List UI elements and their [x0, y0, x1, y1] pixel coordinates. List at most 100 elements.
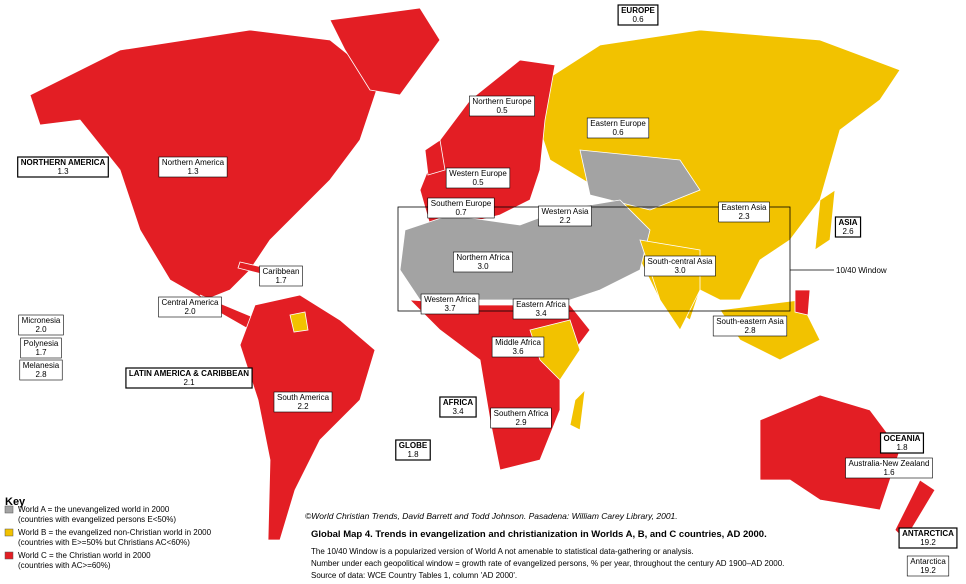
region-box [259, 265, 303, 287]
region-rate: 2.2 [559, 216, 571, 225]
region-rate: 2.3 [738, 212, 750, 221]
region-name: LATIN AMERICA & CARIBBEAN [129, 369, 249, 378]
region-box [158, 296, 222, 318]
region-rate: 0.5 [472, 178, 484, 187]
region-rate: 19.2 [920, 566, 936, 575]
region-box [18, 314, 64, 336]
region-rate: 2.2 [297, 402, 309, 411]
region-box [586, 117, 650, 139]
british-isles [424, 139, 446, 176]
region-name: South-eastern Asia [716, 317, 784, 326]
japan [814, 189, 836, 251]
central-asia [579, 149, 701, 211]
region-rate: 2.0 [184, 307, 196, 316]
key-swatch [4, 551, 14, 560]
key-text: World A = the unevangelized world in 200… [18, 505, 170, 514]
region-box [20, 337, 62, 359]
region-name: Melanesia [23, 361, 60, 370]
region-name: Southern Africa [494, 409, 549, 418]
credit: ©World Christian Trends, David Barrett a… [305, 511, 678, 521]
key-swatch [4, 505, 14, 514]
region-box [469, 95, 535, 117]
map-title: Global Map 4. Trends in evangelization a… [311, 529, 767, 540]
region-rate: 1.3 [57, 167, 69, 176]
region-name: Western Africa [424, 295, 476, 304]
region-box [906, 555, 950, 577]
region-box [19, 359, 63, 381]
region-box [420, 293, 480, 315]
region-rate: 0.6 [632, 15, 644, 24]
region-box [445, 167, 511, 189]
region-name: Polynesia [24, 339, 59, 348]
note: Source of data: WCE Country Tables 1, co… [311, 571, 517, 580]
region-name: ASIA [838, 218, 857, 227]
region-rate: 2.6 [842, 227, 854, 236]
region-box [158, 156, 228, 178]
region-box [395, 439, 431, 461]
region-name: Northern America [162, 158, 225, 167]
region-name: Middle Africa [495, 338, 541, 347]
region-rate: 1.8 [407, 450, 419, 459]
region-box [125, 367, 253, 389]
key-text: World C = the Christian world in 2000 [18, 551, 151, 560]
region-box [712, 315, 788, 337]
region-name: South-central Asia [648, 257, 713, 266]
region-box [834, 216, 862, 238]
region-rate: 3.0 [477, 262, 489, 271]
region-box [718, 201, 770, 223]
key-text: (countries with E>=50% but Christians AC… [18, 538, 190, 547]
region-box [845, 457, 933, 479]
region-name: Western Asia [542, 207, 590, 216]
region-box [427, 197, 495, 219]
region-name: South America [277, 393, 330, 402]
region-rate: 1.8 [896, 443, 908, 452]
region-name: Northern Europe [472, 97, 532, 106]
region-name: Western Europe [449, 169, 507, 178]
region-name: Eastern Asia [722, 203, 767, 212]
window-1040 [397, 206, 791, 312]
region-name: Eastern Europe [590, 119, 646, 128]
landmasses [29, 7, 936, 541]
region-name: NORTHERN AMERICA [21, 158, 106, 167]
region-box [879, 432, 925, 454]
region-name: AFRICA [443, 398, 473, 407]
region-box [644, 255, 716, 277]
region-box [617, 4, 659, 26]
region-box [491, 336, 545, 358]
region-name: Southern Europe [431, 199, 492, 208]
region-name: ANTARCTICA [902, 529, 954, 538]
region-name: Northern Africa [456, 253, 510, 262]
region-rate: 0.7 [455, 208, 467, 217]
region-rate: 3.4 [535, 309, 547, 318]
region-rate: 3.6 [512, 347, 524, 356]
region-rate: 3.4 [452, 407, 464, 416]
region-name: Central America [162, 298, 219, 307]
key-title: Key [5, 496, 26, 508]
region-box [453, 251, 513, 273]
note: The 10/40 Window is a popularized versio… [311, 547, 694, 556]
region-name: Eastern Africa [516, 300, 566, 309]
region-name: Australia-New Zealand [849, 459, 930, 468]
region-box [17, 156, 109, 178]
